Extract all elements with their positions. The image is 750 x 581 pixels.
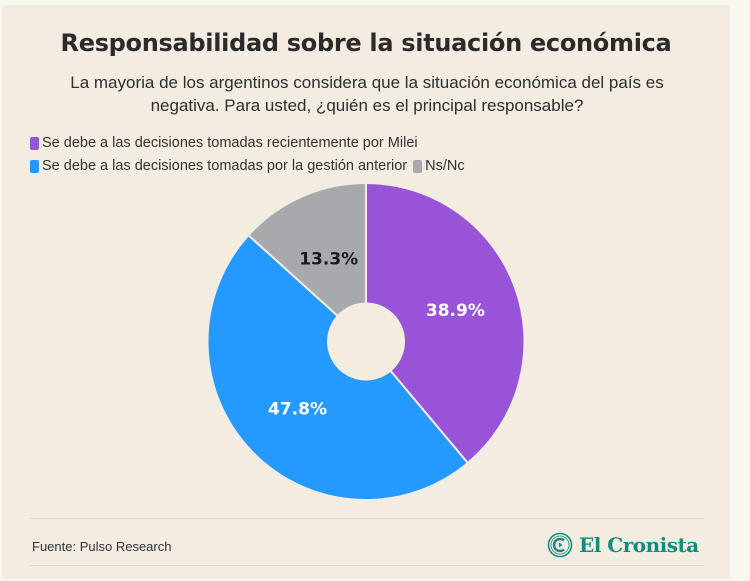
logo-text: El Cronista	[579, 533, 699, 557]
legend-swatch-nsnc	[413, 160, 423, 173]
chart-subtitle: La mayoria de los argentinos considera q…	[70, 73, 664, 115]
cronista-logo-icon	[547, 532, 573, 558]
legend-label: Ns/Nc	[425, 158, 465, 174]
legend-item-nsnc[interactable]: Ns/Nc	[413, 155, 465, 178]
legend-item-milei[interactable]: Se debe a las decisiones tomadas recient…	[30, 132, 418, 155]
source-note: Fuente: Pulso Research	[32, 539, 172, 554]
legend-swatch-milei	[30, 137, 39, 150]
slice-milei[interactable]	[365, 181, 526, 465]
chart-title: Responsabilidad sobre la situación econó…	[60, 29, 672, 57]
slice-nsnc[interactable]	[247, 181, 367, 344]
legend-label: Se debe a las decisiones tomadas por la …	[42, 158, 408, 174]
legend-swatch-gestion-anterior	[30, 160, 39, 173]
data-label: 47.8%	[268, 399, 327, 419]
el-cronista-logo: El Cronista	[547, 532, 699, 558]
data-label: 13.3%	[299, 249, 358, 269]
data-label: 38.9%	[426, 301, 485, 321]
legend-item-gestion-anterior[interactable]: Se debe a las decisiones tomadas por la …	[30, 155, 407, 178]
divider-bottom	[30, 565, 704, 566]
legend: Se debe a las decisiones tomadas recient…	[30, 132, 471, 178]
donut-hole	[327, 302, 405, 381]
legend-label: Se debe a las decisiones tomadas recient…	[42, 135, 418, 151]
divider-top	[30, 518, 704, 519]
